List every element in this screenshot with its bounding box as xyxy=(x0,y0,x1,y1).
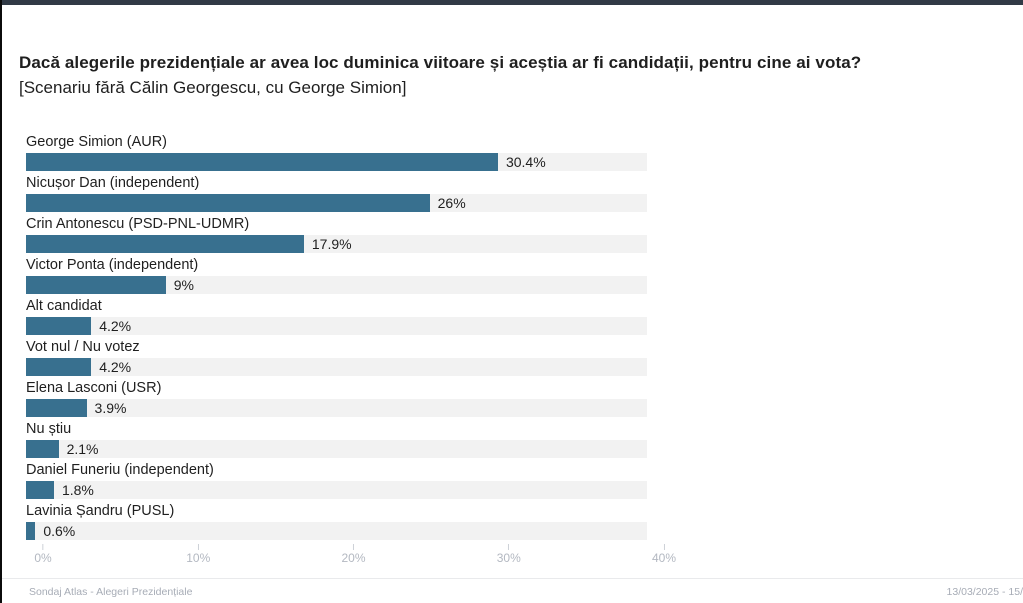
tick-mark xyxy=(197,544,199,550)
bar-track: 4.2% xyxy=(26,317,647,335)
x-axis-tick: 20% xyxy=(341,544,366,565)
category-label: Nu știu xyxy=(26,421,72,437)
poll-chart-page: Dacă alegerile prezidențiale ar avea loc… xyxy=(2,5,1023,568)
value-label: 2.1% xyxy=(66,441,99,457)
tick-label: 40% xyxy=(651,551,677,565)
category-label: Nicușor Dan (independent) xyxy=(26,175,200,191)
bar-fill[interactable] xyxy=(26,194,430,212)
tick-label: 30% xyxy=(496,551,521,565)
bar-fill[interactable] xyxy=(26,235,304,253)
chart-row: Elena Lasconi (USR) 3.9% xyxy=(26,379,647,417)
x-axis-tick: 40% xyxy=(652,544,676,565)
value-label: 26% xyxy=(437,195,466,211)
bar-track: 4.2% xyxy=(26,358,647,376)
footer: Sondaj Atlas - Alegeri Prezidențiale 13/… xyxy=(2,578,1023,603)
page-subtitle: [Scenariu fără Călin Georgescu, cu Georg… xyxy=(19,78,407,97)
x-axis: 0% 10% 20% 30% 40% xyxy=(34,544,676,568)
bar-fill[interactable] xyxy=(26,317,92,335)
bar-chart: George Simion (AUR) 30.4% Nicușor Dan (ind… xyxy=(26,133,647,540)
bar-fill[interactable] xyxy=(26,440,59,458)
category-label: Crin Antonescu (PSD-PNL-UDMR) xyxy=(26,216,250,232)
value-label: 30.4% xyxy=(505,154,546,170)
chart-row: Nicușor Dan (independent) 26% xyxy=(26,174,647,212)
tick-mark xyxy=(663,544,665,550)
page-title: Dacă alegerile prezidențiale ar avea loc… xyxy=(19,53,862,72)
chart-row: Daniel Funeriu (independent) 1.8% xyxy=(26,461,647,499)
category-label: Vot nul / Nu votez xyxy=(26,339,140,355)
x-axis-tick: 30% xyxy=(497,544,521,565)
top-accent-bar xyxy=(2,0,1023,5)
value-label: 0.6% xyxy=(43,523,76,539)
value-label: 4.2% xyxy=(99,318,132,334)
chart-row: Victor Ponta (independent) 9% xyxy=(26,256,647,294)
chart-row: George Simion (AUR) 30.4% xyxy=(26,133,647,171)
bar-track: 17.9% xyxy=(26,235,647,253)
bar-track: 26% xyxy=(26,194,647,212)
bar-fill[interactable] xyxy=(26,276,166,294)
category-label: George Simion (AUR) xyxy=(26,134,168,150)
bar-track: 3.9% xyxy=(26,399,647,417)
value-label: 4.2% xyxy=(99,359,132,375)
footer-date-range: 13/03/2025 - 15/ xyxy=(946,586,1023,598)
value-label: 1.8% xyxy=(61,482,94,498)
footer-divider xyxy=(2,578,1023,579)
bar-track: 0.6% xyxy=(26,522,647,540)
chart-row: Nu știu 2.1% xyxy=(26,420,647,458)
category-label: Victor Ponta (independent) xyxy=(26,257,199,273)
chart-row: Alt candidat 4.2% xyxy=(26,297,647,335)
tick-mark xyxy=(42,544,44,550)
chart-row: Lavinia Șandru (PUSL) 0.6% xyxy=(26,502,647,540)
tick-label: 0% xyxy=(34,551,52,565)
value-label: 17.9% xyxy=(311,236,352,252)
value-label: 9% xyxy=(173,277,194,293)
bar-fill[interactable] xyxy=(26,399,87,417)
tick-label: 10% xyxy=(186,551,211,565)
category-label: Lavinia Șandru (PUSL) xyxy=(26,503,175,519)
bar-fill[interactable] xyxy=(26,522,36,540)
bar-track: 2.1% xyxy=(26,440,647,458)
bar-track: 9% xyxy=(26,276,647,294)
x-axis-tick: 10% xyxy=(186,544,210,565)
bar-fill[interactable] xyxy=(26,481,54,499)
chart-row: Crin Antonescu (PSD-PNL-UDMR) 17.9% xyxy=(26,215,647,253)
tick-mark xyxy=(353,544,354,550)
bar-track: 1.8% xyxy=(26,481,647,499)
category-label: Daniel Funeriu (independent) xyxy=(26,462,214,478)
x-axis-tick: 0% xyxy=(34,544,52,565)
bar-track: 30.4% xyxy=(26,153,647,171)
tick-label: 20% xyxy=(341,551,366,565)
bar-fill[interactable] xyxy=(26,358,92,376)
bar-fill[interactable] xyxy=(26,153,498,171)
tick-mark xyxy=(508,544,510,550)
value-label: 3.9% xyxy=(94,400,127,416)
category-label: Elena Lasconi (USR) xyxy=(26,380,162,396)
chart-row: Vot nul / Nu votez 4.2% xyxy=(26,338,647,376)
category-label: Alt candidat xyxy=(26,298,102,314)
footer-source: Sondaj Atlas - Alegeri Prezidențiale xyxy=(29,586,193,598)
